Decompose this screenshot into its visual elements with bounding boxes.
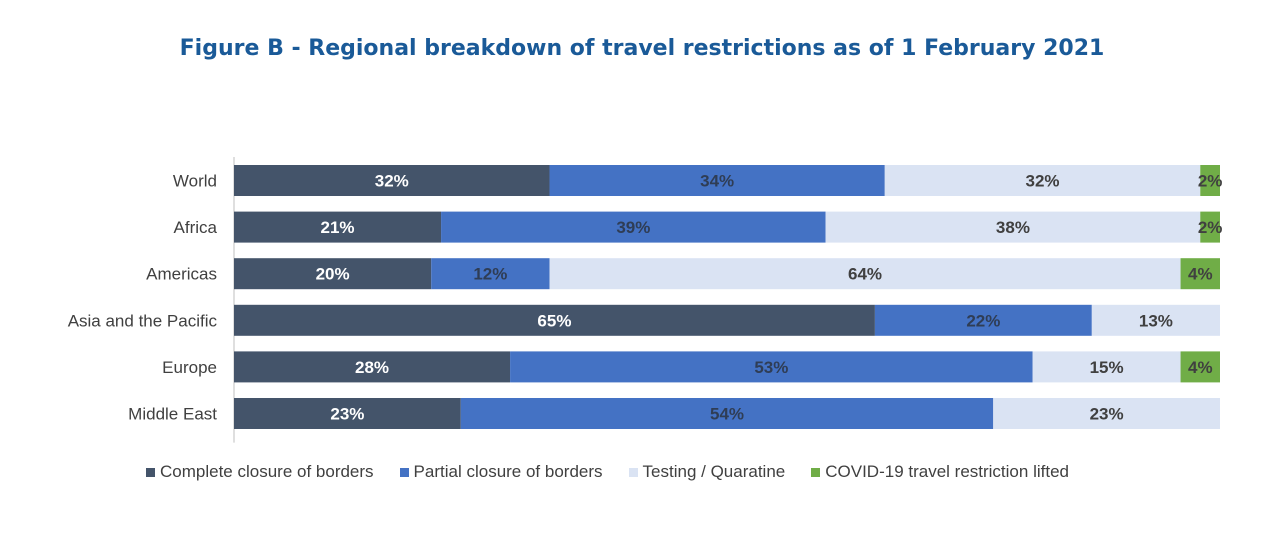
bar-segment: [460, 398, 994, 429]
legend-label: Complete closure of borders: [160, 462, 374, 481]
data-label: 22%: [966, 311, 1000, 330]
bar-segment: [510, 351, 1033, 383]
category-label: World: [173, 172, 217, 191]
data-label: 4%: [1188, 358, 1213, 377]
legend-swatch: [811, 467, 821, 477]
bar-segment: [1200, 165, 1220, 196]
chart-title: Figure B - Regional breakdown of travel …: [179, 36, 1105, 61]
data-label: 21%: [321, 218, 355, 237]
data-label: 2%: [1198, 172, 1223, 191]
bar-segment: [234, 304, 875, 336]
data-label: 23%: [1090, 405, 1124, 424]
data-label: 15%: [1090, 358, 1124, 377]
data-label: 64%: [848, 265, 882, 284]
data-label: 32%: [375, 172, 409, 191]
data-label: 38%: [996, 218, 1030, 237]
data-label: 32%: [1026, 172, 1060, 191]
legend-label: Testing / Quaratine: [642, 462, 786, 481]
bar-segment: [234, 211, 442, 243]
bar-segment: [993, 398, 1220, 429]
legend-label: Partial closure of borders: [413, 462, 603, 481]
data-label: 2%: [1198, 218, 1223, 237]
bar-segment: [549, 165, 885, 196]
data-label: 65%: [537, 311, 571, 330]
legend-entry: Testing / Quaratine: [628, 462, 786, 482]
chart-legend: Complete closure of borders Partial closu…: [146, 462, 1095, 482]
data-label: 54%: [710, 405, 744, 424]
data-label: 28%: [355, 358, 389, 377]
bar-segment: [884, 165, 1201, 196]
bar-segment: [1180, 351, 1220, 383]
bar-segment: [234, 258, 432, 290]
data-label: 12%: [473, 265, 507, 284]
bar-segment: [1200, 211, 1220, 243]
data-label: 53%: [754, 358, 788, 377]
legend-entry: Complete closure of borders: [146, 462, 374, 482]
bar-segment: [441, 211, 826, 243]
legend-swatch: [399, 467, 409, 477]
data-label: 23%: [330, 405, 364, 424]
bar-segment: [1032, 351, 1181, 383]
bar-segment: [874, 304, 1092, 336]
data-label: 39%: [616, 218, 650, 237]
bar-segment: [234, 398, 461, 429]
category-label: Europe: [162, 358, 217, 377]
legend-swatch: [146, 467, 155, 477]
bar-segment: [234, 165, 550, 196]
category-label: Middle East: [128, 405, 217, 424]
bar-segment: [825, 211, 1201, 243]
category-label: Americas: [146, 265, 217, 284]
legend-label: COVID-19 travel restriction lifted: [825, 462, 1069, 481]
legend-entry: COVID-19 travel restriction lifted: [811, 462, 1069, 482]
bar-segment: [234, 351, 511, 383]
bar-segment: [1180, 258, 1220, 290]
data-label: 4%: [1188, 265, 1213, 284]
category-label: Asia and the Pacific: [68, 311, 218, 330]
category-label: Africa: [174, 218, 218, 237]
legend-swatch: [628, 467, 638, 477]
data-label: 20%: [316, 265, 350, 284]
bar-segment: [431, 258, 550, 290]
bar-segment: [1091, 304, 1220, 336]
bar-segment: [549, 258, 1181, 290]
data-label: 13%: [1139, 311, 1173, 330]
legend-entry: Partial closure of borders: [399, 462, 603, 482]
data-label: 34%: [700, 172, 734, 191]
